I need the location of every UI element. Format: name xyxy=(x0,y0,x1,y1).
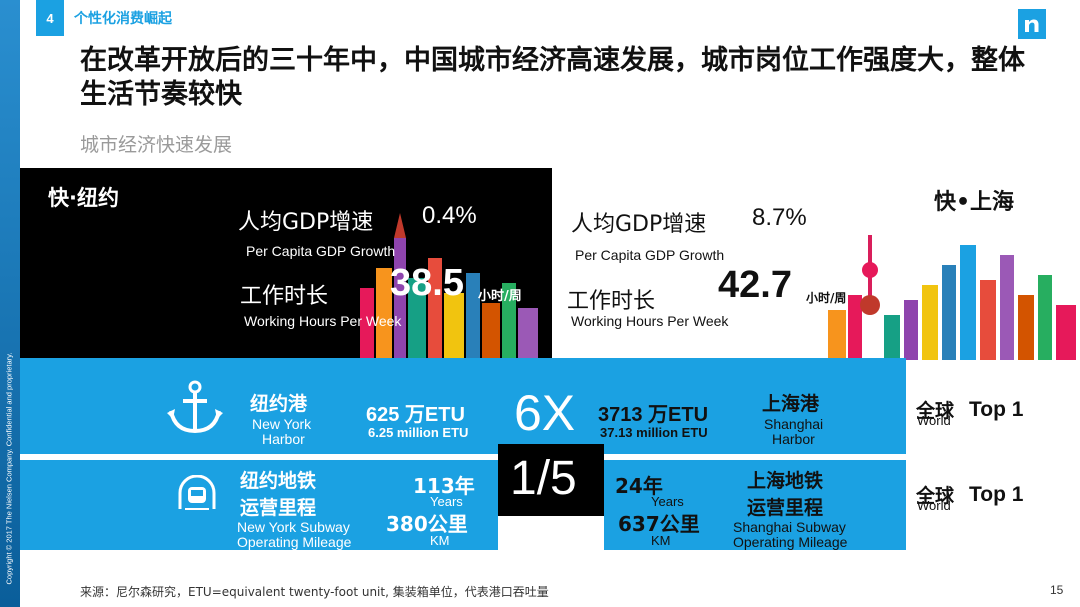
sh-subway-years-en: Years xyxy=(651,494,684,509)
subway-rank-cn: 全球 xyxy=(916,485,955,507)
page-number: 15 xyxy=(1050,583,1064,597)
shanghai-gdp-en: Per Capita GDP Growth xyxy=(575,247,725,263)
shanghai-gdp-label: 人均GDP增速 xyxy=(571,212,707,237)
nielsen-logo-icon xyxy=(1025,19,1039,32)
sh-harbor-value-en: 37.13 million ETU xyxy=(600,425,708,440)
source-note: 来源：尼尔森研究，ETU=equivalent twenty-foot unit… xyxy=(80,585,549,599)
shanghai-label: 快•上海 xyxy=(934,190,1015,215)
subway-ratio: 1/5 xyxy=(510,452,577,505)
ny-harbor-value-en: 6.25 million ETU xyxy=(368,425,469,440)
sh-subway-km: 637公里 xyxy=(618,512,700,536)
ny-subway-cn1: 纽约地铁 xyxy=(240,470,317,492)
ny-subway-cn2: 运营里程 xyxy=(240,497,317,519)
newyork-skyline-illustration xyxy=(360,213,538,358)
shanghai-hours-unit: 小时/周 xyxy=(806,291,847,305)
ny-subway-years-en: Years xyxy=(430,494,463,509)
shanghai-hours-value: 42.7 xyxy=(718,264,792,306)
sh-harbor-en1: Shanghai xyxy=(764,416,824,432)
newyork-gdp-label: 人均GDP增速 xyxy=(238,210,374,235)
sh-subway-cn1: 上海地铁 xyxy=(747,470,824,492)
ny-subway-years: 113年 xyxy=(413,474,475,498)
page-title: 在改革开放后的三十年中，中国城市经济高速发展，城市岗位工作强度大，整体生活节奏较… xyxy=(80,45,1025,110)
ny-subway-km-en: KM xyxy=(430,533,450,548)
sh-subway-en1: Shanghai Subway xyxy=(733,519,846,535)
ny-subway-en1: New York Subway xyxy=(237,519,350,535)
ny-harbor-en1: New York xyxy=(252,416,312,432)
subway-ratio-box xyxy=(498,444,604,516)
shanghai-gdp-value: 8.7% xyxy=(752,204,807,231)
harbor-rank-cn: 全球 xyxy=(916,400,955,422)
subway-bar-right xyxy=(604,460,906,550)
left-sidebar xyxy=(0,0,20,607)
ny-harbor-cn: 纽约港 xyxy=(250,393,308,415)
newyork-hours-en: Working Hours Per Week xyxy=(244,313,402,329)
subway-rank-en: World xyxy=(917,498,951,513)
newyork-label: 快·纽约 xyxy=(48,186,119,210)
sh-harbor-en2: Harbor xyxy=(772,431,815,447)
ny-subway-en2: Operating Mileage xyxy=(237,534,352,550)
sh-subway-years: 24年 xyxy=(615,474,663,498)
ny-subway-km: 380公里 xyxy=(386,512,468,536)
page-subtitle: 城市经济快速发展 xyxy=(80,134,233,156)
sh-subway-km-en: KM xyxy=(651,533,671,548)
newyork-gdp-value: 0.4% xyxy=(422,202,477,229)
copyright-text: Copyright © 2017 The Nielsen Company. Co… xyxy=(4,352,14,585)
subway-rank: Top 1 xyxy=(969,483,1024,506)
subway-tunnel-icon xyxy=(177,474,217,515)
ny-harbor-en2: Harbor xyxy=(262,431,305,447)
shanghai-skyline-illustration xyxy=(828,235,1076,360)
nielsen-logo xyxy=(1018,9,1046,39)
newyork-hours-label: 工作时长 xyxy=(240,284,329,309)
shanghai-hours-label: 工作时长 xyxy=(567,289,656,314)
ny-harbor-value: 625 万ETU xyxy=(366,404,465,426)
section-number: 4 xyxy=(36,0,64,36)
newyork-gdp-en: Per Capita GDP Growth xyxy=(246,243,396,259)
harbor-rank-en: World xyxy=(917,413,951,428)
harbor-bar xyxy=(20,358,906,454)
subway-bar-left xyxy=(20,460,498,550)
sh-harbor-cn: 上海港 xyxy=(762,393,820,415)
sh-subway-cn2: 运营里程 xyxy=(747,497,824,519)
shanghai-hours-en: Working Hours Per Week xyxy=(571,313,729,329)
newyork-hours-value: 38.5 xyxy=(390,262,464,304)
sh-subway-en2: Operating Mileage xyxy=(733,534,848,550)
harbor-ratio: 6X xyxy=(514,385,576,441)
section-title: 个性化消费崛起 xyxy=(74,11,172,27)
anchor-icon xyxy=(165,379,225,439)
newyork-panel: 快·纽约 人均GDP增速 0.4% Per Capita GDP Growth … xyxy=(20,168,552,358)
sh-harbor-value: 3713 万ETU xyxy=(598,404,709,426)
harbor-rank: Top 1 xyxy=(969,398,1024,421)
newyork-hours-unit: 小时/周 xyxy=(478,289,522,304)
